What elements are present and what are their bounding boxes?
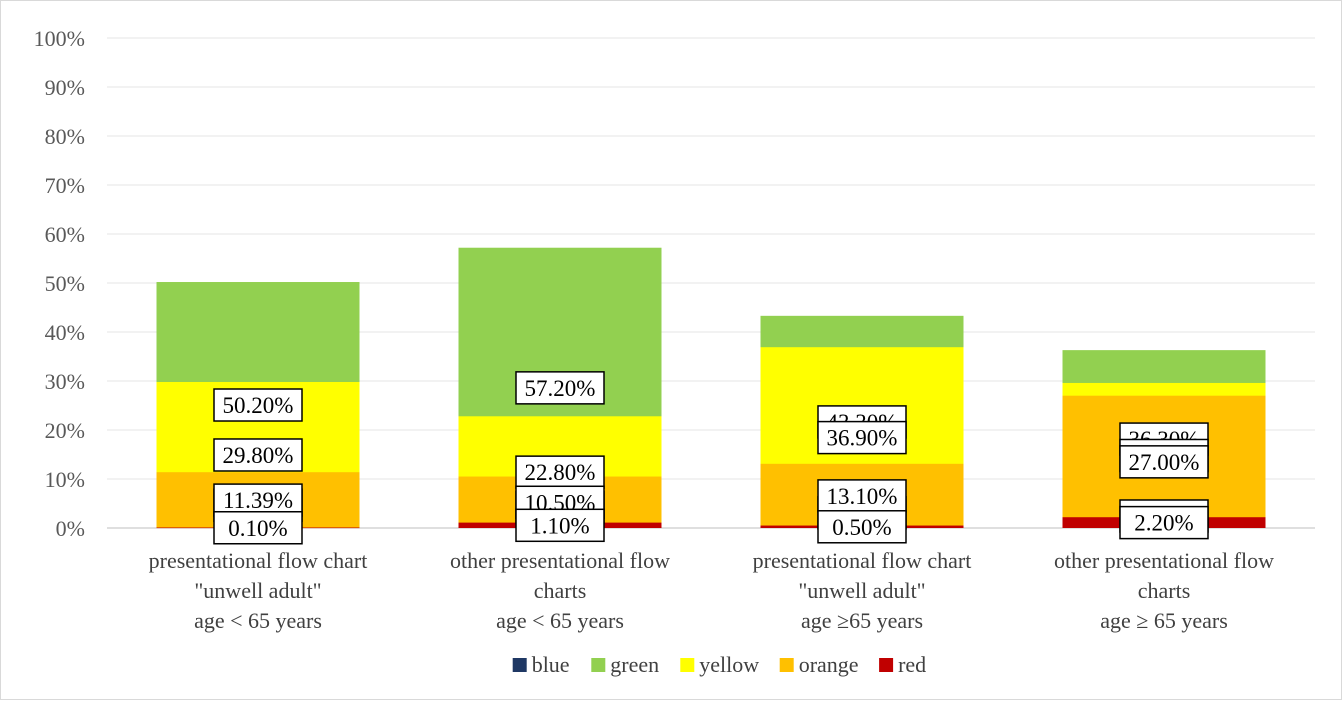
x-category-label: age ≥65 years xyxy=(801,608,923,633)
data-label: 22.80% xyxy=(525,460,596,485)
data-label-box xyxy=(817,420,907,455)
legend-label-green: green xyxy=(610,652,659,677)
data-label-box xyxy=(1119,445,1209,479)
x-axis: presentational flow chart "unwell adult" a… xyxy=(149,548,1274,633)
x-category-label: age < 65 years xyxy=(194,608,322,633)
y-tick-label: 80% xyxy=(45,124,85,149)
data-label-box xyxy=(213,438,303,472)
y-axis: 0% 10% 20% 30% 40% 50% 60% 70% 80% 90% 100% xyxy=(34,26,85,541)
data-label-box xyxy=(1119,505,1209,540)
y-tick-label: 40% xyxy=(45,320,85,345)
legend: blue green yellow orange red xyxy=(512,652,926,677)
data-label-box xyxy=(515,455,605,489)
data-label: 0.10% xyxy=(228,516,287,541)
legend-swatch-red xyxy=(879,658,894,672)
data-label: 2.20% xyxy=(1134,511,1193,536)
data-label-box xyxy=(515,371,605,405)
x-category-label: other presentational flow xyxy=(450,548,670,573)
legend-swatch-yellow xyxy=(680,658,695,672)
x-category-label: charts xyxy=(1138,578,1191,603)
x-category-label: age < 65 years xyxy=(496,608,624,633)
x-category-label: age ≥ 65 years xyxy=(1100,608,1228,633)
y-tick-label: 10% xyxy=(45,467,85,492)
legend-swatch-orange xyxy=(779,658,794,672)
data-label: 0.50% xyxy=(832,515,891,540)
y-tick-label: 70% xyxy=(45,173,85,198)
bars xyxy=(156,247,1266,529)
x-category-label: charts xyxy=(534,578,587,603)
x-category-label: presentational flow chart xyxy=(753,548,972,573)
x-category-label: "unwell adult" xyxy=(798,578,925,603)
data-label-box xyxy=(213,511,303,545)
data-label: 13.10% xyxy=(827,484,898,509)
y-tick-label: 90% xyxy=(45,75,85,100)
data-label-box xyxy=(213,388,303,422)
data-label: 11.39% xyxy=(223,488,293,513)
legend-label-yellow: yellow xyxy=(699,652,759,677)
data-label: 57.20% xyxy=(525,376,596,401)
legend-label-blue: blue xyxy=(532,652,570,677)
legend-label-red: red xyxy=(898,652,926,677)
data-label-box xyxy=(817,510,907,544)
data-label: 29.80% xyxy=(223,443,294,468)
x-category-label: presentational flow chart xyxy=(149,548,368,573)
y-tick-label: 100% xyxy=(34,26,85,51)
data-label: 36.90% xyxy=(827,426,898,451)
x-category-label: other presentational flow xyxy=(1054,548,1274,573)
data-labels: 9.30%50.20%29.80%11.39%0.10%8.40%57.20%2… xyxy=(213,371,1209,545)
data-label: 50.20% xyxy=(223,393,294,418)
data-label-box xyxy=(515,508,605,543)
y-tick-label: 50% xyxy=(45,271,85,296)
data-label-box xyxy=(817,479,907,513)
legend-swatch-blue xyxy=(512,658,527,672)
legend-label-orange: orange xyxy=(799,652,859,677)
data-label: 1.10% xyxy=(530,513,589,538)
y-tick-label: 0% xyxy=(56,516,85,541)
legend-swatch-green xyxy=(591,658,606,672)
data-label-box xyxy=(213,483,303,517)
x-category-label: "unwell adult" xyxy=(194,578,321,603)
data-label: 27.00% xyxy=(1129,450,1200,475)
y-tick-label: 20% xyxy=(45,418,85,443)
y-tick-label: 60% xyxy=(45,222,85,247)
y-tick-label: 30% xyxy=(45,369,85,394)
